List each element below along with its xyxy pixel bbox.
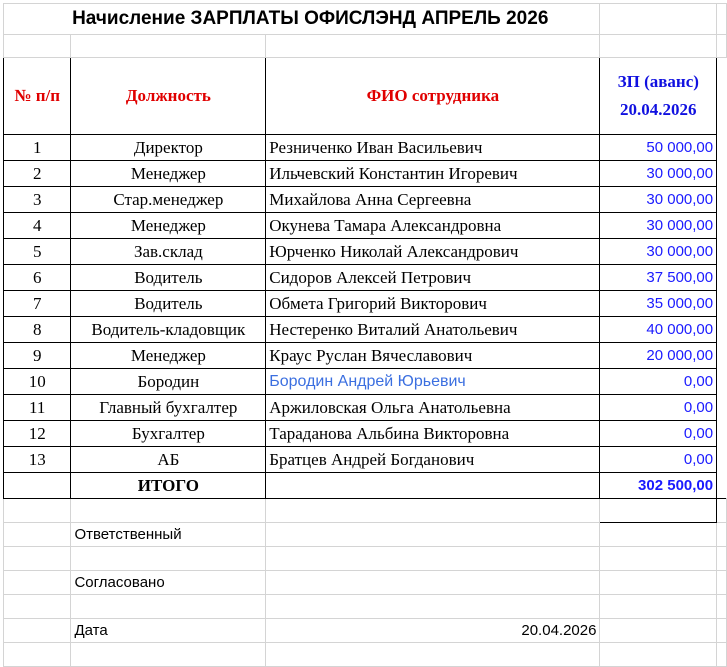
- row-number[interactable]: 9: [2, 342, 72, 369]
- row-position[interactable]: Менеджер: [70, 160, 267, 187]
- header-name[interactable]: ФИО сотрудника: [265, 57, 601, 135]
- row-number[interactable]: 7: [2, 290, 72, 317]
- row-employee-name[interactable]: Бородин Андрей Юрьевич: [265, 368, 601, 395]
- row-amount[interactable]: 50 000,00: [599, 134, 718, 161]
- row-amount[interactable]: 0,00: [599, 420, 718, 447]
- table-row: 5 Зав.склад Юрченко Николай Александрович 3…: [2, 238, 727, 265]
- sheet-title[interactable]: Начисление ЗАРПЛАТЫ ОФИСЛЭНД АПРЕЛЬ 2026: [2, 3, 601, 35]
- row-number[interactable]: 12: [2, 420, 72, 447]
- table-row: 13 АБ Братцев Андрей Богданович 0,00: [2, 446, 727, 473]
- row-position[interactable]: Менеджер: [70, 342, 267, 369]
- row-position[interactable]: Зав.склад: [70, 238, 267, 265]
- row-amount[interactable]: 30 000,00: [599, 160, 718, 187]
- date-value[interactable]: 20.04.2026: [265, 618, 601, 643]
- table-row: 3 Стар.менеджер Михайлова Анна Сергеевна 30…: [2, 186, 727, 213]
- row-employee-name[interactable]: Нестеренко Виталий Анатольевич: [265, 316, 601, 343]
- date-label[interactable]: Дата: [70, 618, 267, 643]
- row-number[interactable]: 6: [2, 264, 72, 291]
- row-employee-name[interactable]: Тараданова Альбина Викторовна: [265, 420, 601, 447]
- row-amount[interactable]: 35 000,00: [599, 290, 718, 317]
- row-number[interactable]: 1: [2, 134, 72, 161]
- table-row: 11 Главный бухгалтер Аржиловская Ольга Ана…: [2, 394, 727, 421]
- table-row: 1 Директор Резниченко Иван Васильевич 50 00…: [2, 134, 727, 161]
- row-number[interactable]: 3: [2, 186, 72, 213]
- row-position[interactable]: Стар.менеджер: [70, 186, 267, 213]
- row-position[interactable]: Водитель: [70, 264, 267, 291]
- row-number[interactable]: 11: [2, 394, 72, 421]
- row-position[interactable]: Бородин: [70, 368, 267, 395]
- row-amount[interactable]: 30 000,00: [599, 238, 718, 265]
- row-amount[interactable]: 0,00: [599, 394, 718, 421]
- row-employee-name[interactable]: Братцев Андрей Богданович: [265, 446, 601, 473]
- row-employee-name[interactable]: Сидоров Алексей Петрович: [265, 264, 601, 291]
- row-amount[interactable]: 20 000,00: [599, 342, 718, 369]
- row-number[interactable]: 4: [2, 212, 72, 239]
- row-employee-name[interactable]: Резниченко Иван Васильевич: [265, 134, 601, 161]
- row-employee-name[interactable]: Краус Руслан Вячеславович: [265, 342, 601, 369]
- row-position[interactable]: АБ: [70, 446, 267, 473]
- row-number[interactable]: 10: [2, 368, 72, 395]
- table-row: 8 Водитель-кладовщик Нестеренко Виталий Ан…: [2, 316, 727, 343]
- row-employee-name[interactable]: Ильчевский Константин Игоревич: [265, 160, 601, 187]
- table-row: 7 Водитель Обмета Григорий Викторович 35 00…: [2, 290, 727, 317]
- row-number[interactable]: 5: [2, 238, 72, 265]
- row-amount[interactable]: 40 000,00: [599, 316, 718, 343]
- row-position[interactable]: Водитель: [70, 290, 267, 317]
- responsible-label[interactable]: Ответственный: [70, 522, 267, 547]
- title-row: Начисление ЗАРПЛАТЫ ОФИСЛЭНД АПРЕЛЬ 2026: [2, 3, 727, 35]
- row-employee-name[interactable]: Юрченко Николай Александрович: [265, 238, 601, 265]
- header-pay[interactable]: ЗП (аванс) 20.04.2026: [599, 57, 718, 135]
- spreadsheet: Начисление ЗАРПЛАТЫ ОФИСЛЭНД АПРЕЛЬ 2026…: [2, 3, 727, 667]
- table-row: 12 Бухгалтер Тараданова Альбина Викторовна…: [2, 420, 727, 447]
- row-amount[interactable]: 37 500,00: [599, 264, 718, 291]
- row-employee-name[interactable]: Михайлова Анна Сергеевна: [265, 186, 601, 213]
- table-row: 9 Менеджер Краус Руслан Вячеславович 20 000…: [2, 342, 727, 369]
- row-employee-name[interactable]: Окунева Тамара Александровна: [265, 212, 601, 239]
- row-employee-name[interactable]: Обмета Григорий Викторович: [265, 290, 601, 317]
- total-label[interactable]: ИТОГО: [70, 472, 267, 499]
- header-row: № п/п Должность ФИО сотрудника ЗП (аванс…: [2, 57, 727, 135]
- row-amount[interactable]: 0,00: [599, 368, 718, 395]
- table-row: 10 Бородин Бородин Андрей Юрьевич 0,00: [2, 368, 727, 395]
- header-num[interactable]: № п/п: [2, 57, 72, 135]
- row-position[interactable]: Бухгалтер: [70, 420, 267, 447]
- total-row: ИТОГО 302 500,00: [2, 472, 727, 499]
- row-amount[interactable]: 30 000,00: [599, 186, 718, 213]
- row-employee-name[interactable]: Аржиловская Ольга Анатольевна: [265, 394, 601, 421]
- approved-label[interactable]: Согласовано: [70, 570, 267, 595]
- header-position[interactable]: Должность: [70, 57, 267, 135]
- table-row: 6 Водитель Сидоров Алексей Петрович 37 500,…: [2, 264, 727, 291]
- row-position[interactable]: Главный бухгалтер: [70, 394, 267, 421]
- row-amount[interactable]: 0,00: [599, 446, 718, 473]
- table-row: 2 Менеджер Ильчевский Константин Игоревич 3…: [2, 160, 727, 187]
- row-number[interactable]: 13: [2, 446, 72, 473]
- row-position[interactable]: Водитель-кладовщик: [70, 316, 267, 343]
- row-position[interactable]: Директор: [70, 134, 267, 161]
- table-row: 4 Менеджер Окунева Тамара Александровна 30 …: [2, 212, 727, 239]
- row-position[interactable]: Менеджер: [70, 212, 267, 239]
- row-amount[interactable]: 30 000,00: [599, 212, 718, 239]
- row-number[interactable]: 8: [2, 316, 72, 343]
- total-amount[interactable]: 302 500,00: [599, 472, 718, 499]
- row-number[interactable]: 2: [2, 160, 72, 187]
